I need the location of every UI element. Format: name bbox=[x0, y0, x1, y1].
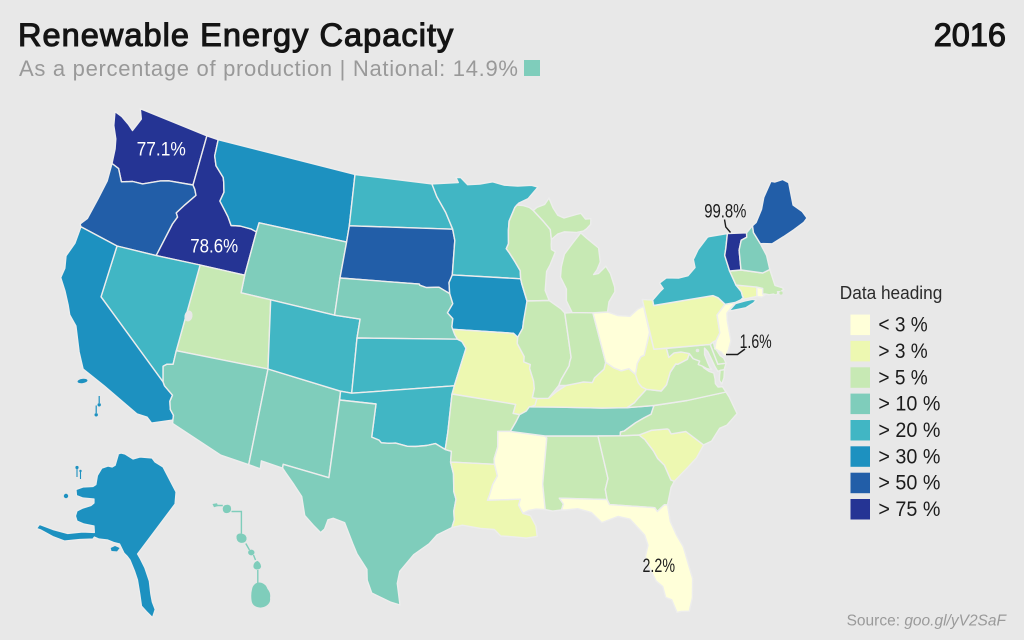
svg-text:> 30 %: > 30 % bbox=[878, 445, 940, 468]
svg-text:77.1%: 77.1% bbox=[137, 140, 186, 161]
svg-text:> 20 %: > 20 % bbox=[878, 419, 940, 442]
svg-text:> 50 %: > 50 % bbox=[878, 472, 940, 495]
svg-text:78.6%: 78.6% bbox=[190, 236, 238, 257]
svg-text:Data heading: Data heading bbox=[840, 282, 943, 303]
svg-text:> 3 %: > 3 % bbox=[878, 340, 927, 363]
svg-text:2.2%: 2.2% bbox=[643, 556, 676, 577]
svg-text:1.6%: 1.6% bbox=[740, 332, 772, 353]
svg-text:> 5 %: > 5 % bbox=[878, 366, 927, 389]
svg-text:> 75 %: > 75 % bbox=[878, 498, 940, 521]
svg-text:< 3 %: < 3 % bbox=[878, 314, 927, 337]
svg-text:Source: goo.gl/yV2SaF: Source: goo.gl/yV2SaF bbox=[847, 613, 1008, 630]
svg-text:99.8%: 99.8% bbox=[704, 201, 746, 222]
svg-text:> 10 %: > 10 % bbox=[878, 393, 940, 416]
